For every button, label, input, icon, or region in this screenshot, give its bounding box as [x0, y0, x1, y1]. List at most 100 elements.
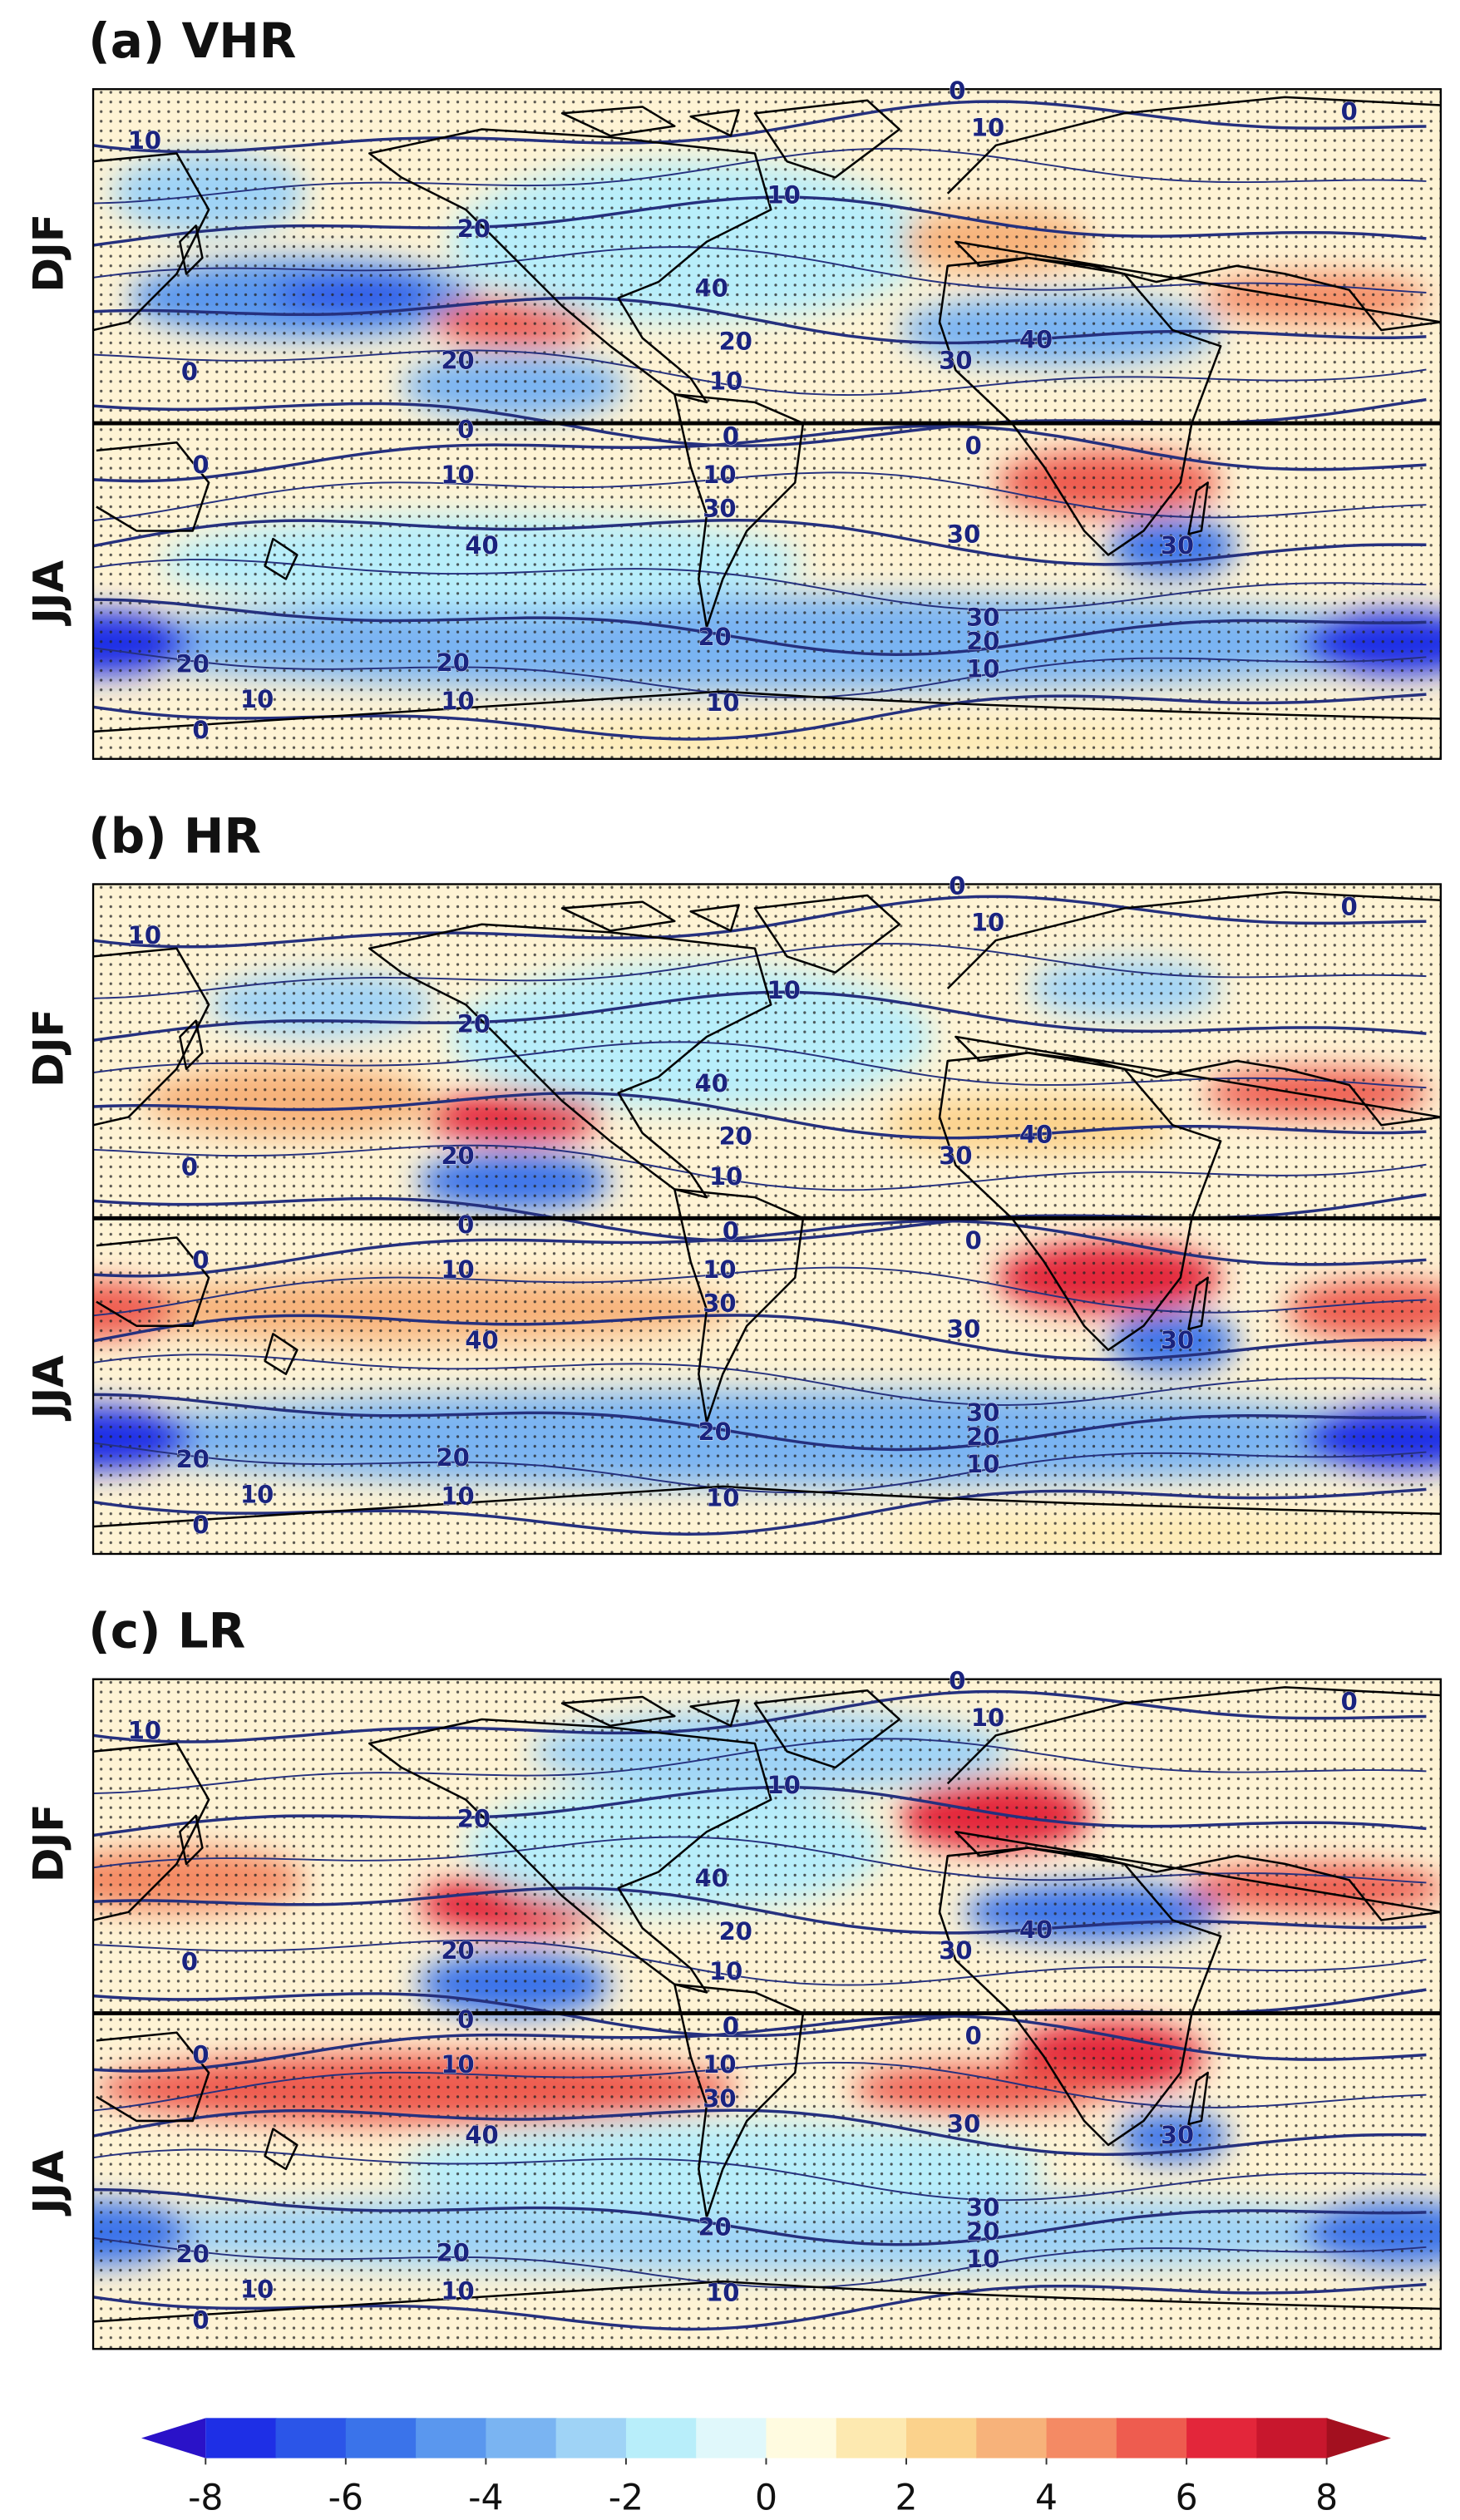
contour-label: 20 — [719, 1917, 752, 1945]
contour-label: 10 — [441, 1255, 474, 1284]
contour-label: 30 — [947, 1314, 980, 1343]
contour-label: 30 — [966, 2193, 999, 2222]
colorbar-tick-label: 0 — [755, 2478, 777, 2518]
contour-label: 0 — [181, 1948, 198, 1976]
contour-label: 10 — [240, 1480, 274, 1508]
contour-label: 20 — [176, 2240, 210, 2268]
colorbar-bin — [205, 2418, 277, 2458]
contour-label: 10 — [240, 685, 274, 713]
contour-line — [93, 895, 1427, 949]
contour-label: 0 — [192, 1245, 209, 1274]
contour-label: 20 — [437, 648, 470, 677]
map-frame — [91, 883, 1442, 1556]
colorbar-tick-label: -4 — [468, 2478, 503, 2518]
contour-line — [93, 1393, 1427, 1452]
colorbar-extend-min — [141, 2418, 206, 2458]
contour-label: 0 — [949, 1667, 965, 1695]
contour-line — [93, 943, 1427, 999]
contour-label: 20 — [457, 215, 491, 243]
contour-label: 10 — [703, 1255, 736, 1284]
contour-label: 10 — [709, 1162, 742, 1191]
contour-label: 30 — [1161, 2121, 1194, 2149]
panel-title: (c) LR — [88, 1603, 245, 1659]
colorbar-tick-label: -6 — [328, 2478, 363, 2518]
contour-line — [93, 990, 1427, 1042]
contour-line — [93, 1092, 1427, 1140]
contour-label: 40 — [1019, 1121, 1053, 1149]
contour-label: 10 — [966, 655, 999, 683]
contour-line — [93, 1689, 1427, 1743]
contour-line — [93, 349, 1427, 397]
contour-line — [93, 1940, 1427, 1986]
contour-line — [93, 559, 1427, 611]
contour-label: 30 — [966, 1398, 999, 1427]
contour-line — [93, 100, 1427, 154]
contour-label: 0 — [723, 1217, 739, 1245]
contour-label: 10 — [441, 687, 474, 715]
colorbar-tick-label: 8 — [1315, 2478, 1338, 2518]
contour-line — [93, 1886, 1427, 1935]
contour-label: 0 — [192, 451, 209, 479]
contour-label: 0 — [192, 1511, 209, 1539]
colorbar-bin — [555, 2418, 627, 2458]
contour-label: 0 — [965, 432, 982, 460]
contour-label: 0 — [457, 416, 474, 444]
panel-title: (a) VHR — [88, 12, 296, 69]
contour-label: 10 — [441, 1482, 474, 1510]
contour-label: 10 — [706, 1483, 739, 1512]
contour-label: 0 — [965, 2021, 982, 2049]
contour-label: 20 — [441, 347, 474, 375]
contour-label: 10 — [767, 976, 801, 1004]
contour-label: 20 — [437, 1443, 470, 1472]
colorbar-bin — [1116, 2418, 1188, 2458]
contour-label: 30 — [1161, 531, 1194, 560]
contour-label: 10 — [966, 2245, 999, 2273]
contour-label: 10 — [706, 688, 739, 717]
colorbar-bin — [906, 2418, 978, 2458]
contour-label: 10 — [971, 1704, 1004, 1732]
contour-label: 0 — [457, 2005, 474, 2034]
contour-line — [93, 1314, 1427, 1361]
contour-label: 10 — [128, 126, 161, 155]
contour-label: 0 — [192, 2305, 209, 2334]
contour-line — [93, 1144, 1427, 1191]
colorbar-bin — [976, 2418, 1048, 2458]
contour-line — [93, 1354, 1427, 1406]
contour-label: 30 — [939, 1142, 972, 1170]
contour-label: 40 — [695, 1864, 728, 1892]
contour-label: 30 — [966, 604, 999, 632]
contour-label: 20 — [719, 327, 752, 355]
contour-label: 10 — [240, 2276, 274, 2304]
contour-label: 0 — [192, 716, 209, 744]
contour-label: 0 — [1341, 892, 1358, 920]
colorbar-bin — [1046, 2418, 1117, 2458]
contour-line — [93, 195, 1427, 247]
contour-label: 0 — [949, 871, 965, 900]
colorbar-bin — [836, 2418, 907, 2458]
contour-label: 0 — [1341, 97, 1358, 126]
contour-label: 0 — [1341, 1688, 1358, 1716]
contour-label: 10 — [767, 181, 801, 210]
contour-label: 10 — [971, 114, 1004, 142]
contour-label: 30 — [939, 347, 972, 375]
contour-label: 10 — [703, 461, 736, 489]
contour-label: 30 — [947, 520, 980, 548]
contour-line — [93, 2148, 1427, 2202]
contour-line — [93, 2236, 1427, 2289]
colorbar-tick-label: -2 — [609, 2478, 644, 2518]
row-label: JJA — [23, 560, 72, 626]
contour-label: 20 — [441, 1936, 474, 1965]
contour-label: 10 — [703, 2050, 736, 2079]
contour-label: 30 — [703, 2084, 736, 2113]
contour-label: 10 — [441, 2277, 474, 2305]
colorbar-tick-label: 6 — [1176, 2478, 1198, 2518]
contour-label: 20 — [966, 2217, 999, 2246]
contour-label: 10 — [709, 1957, 742, 1985]
contour-label: 10 — [966, 1450, 999, 1478]
colorbar: -8 -6 -4 -2 0 2 4 6 8 — [141, 2418, 1391, 2518]
colorbar-bin — [696, 2418, 767, 2458]
